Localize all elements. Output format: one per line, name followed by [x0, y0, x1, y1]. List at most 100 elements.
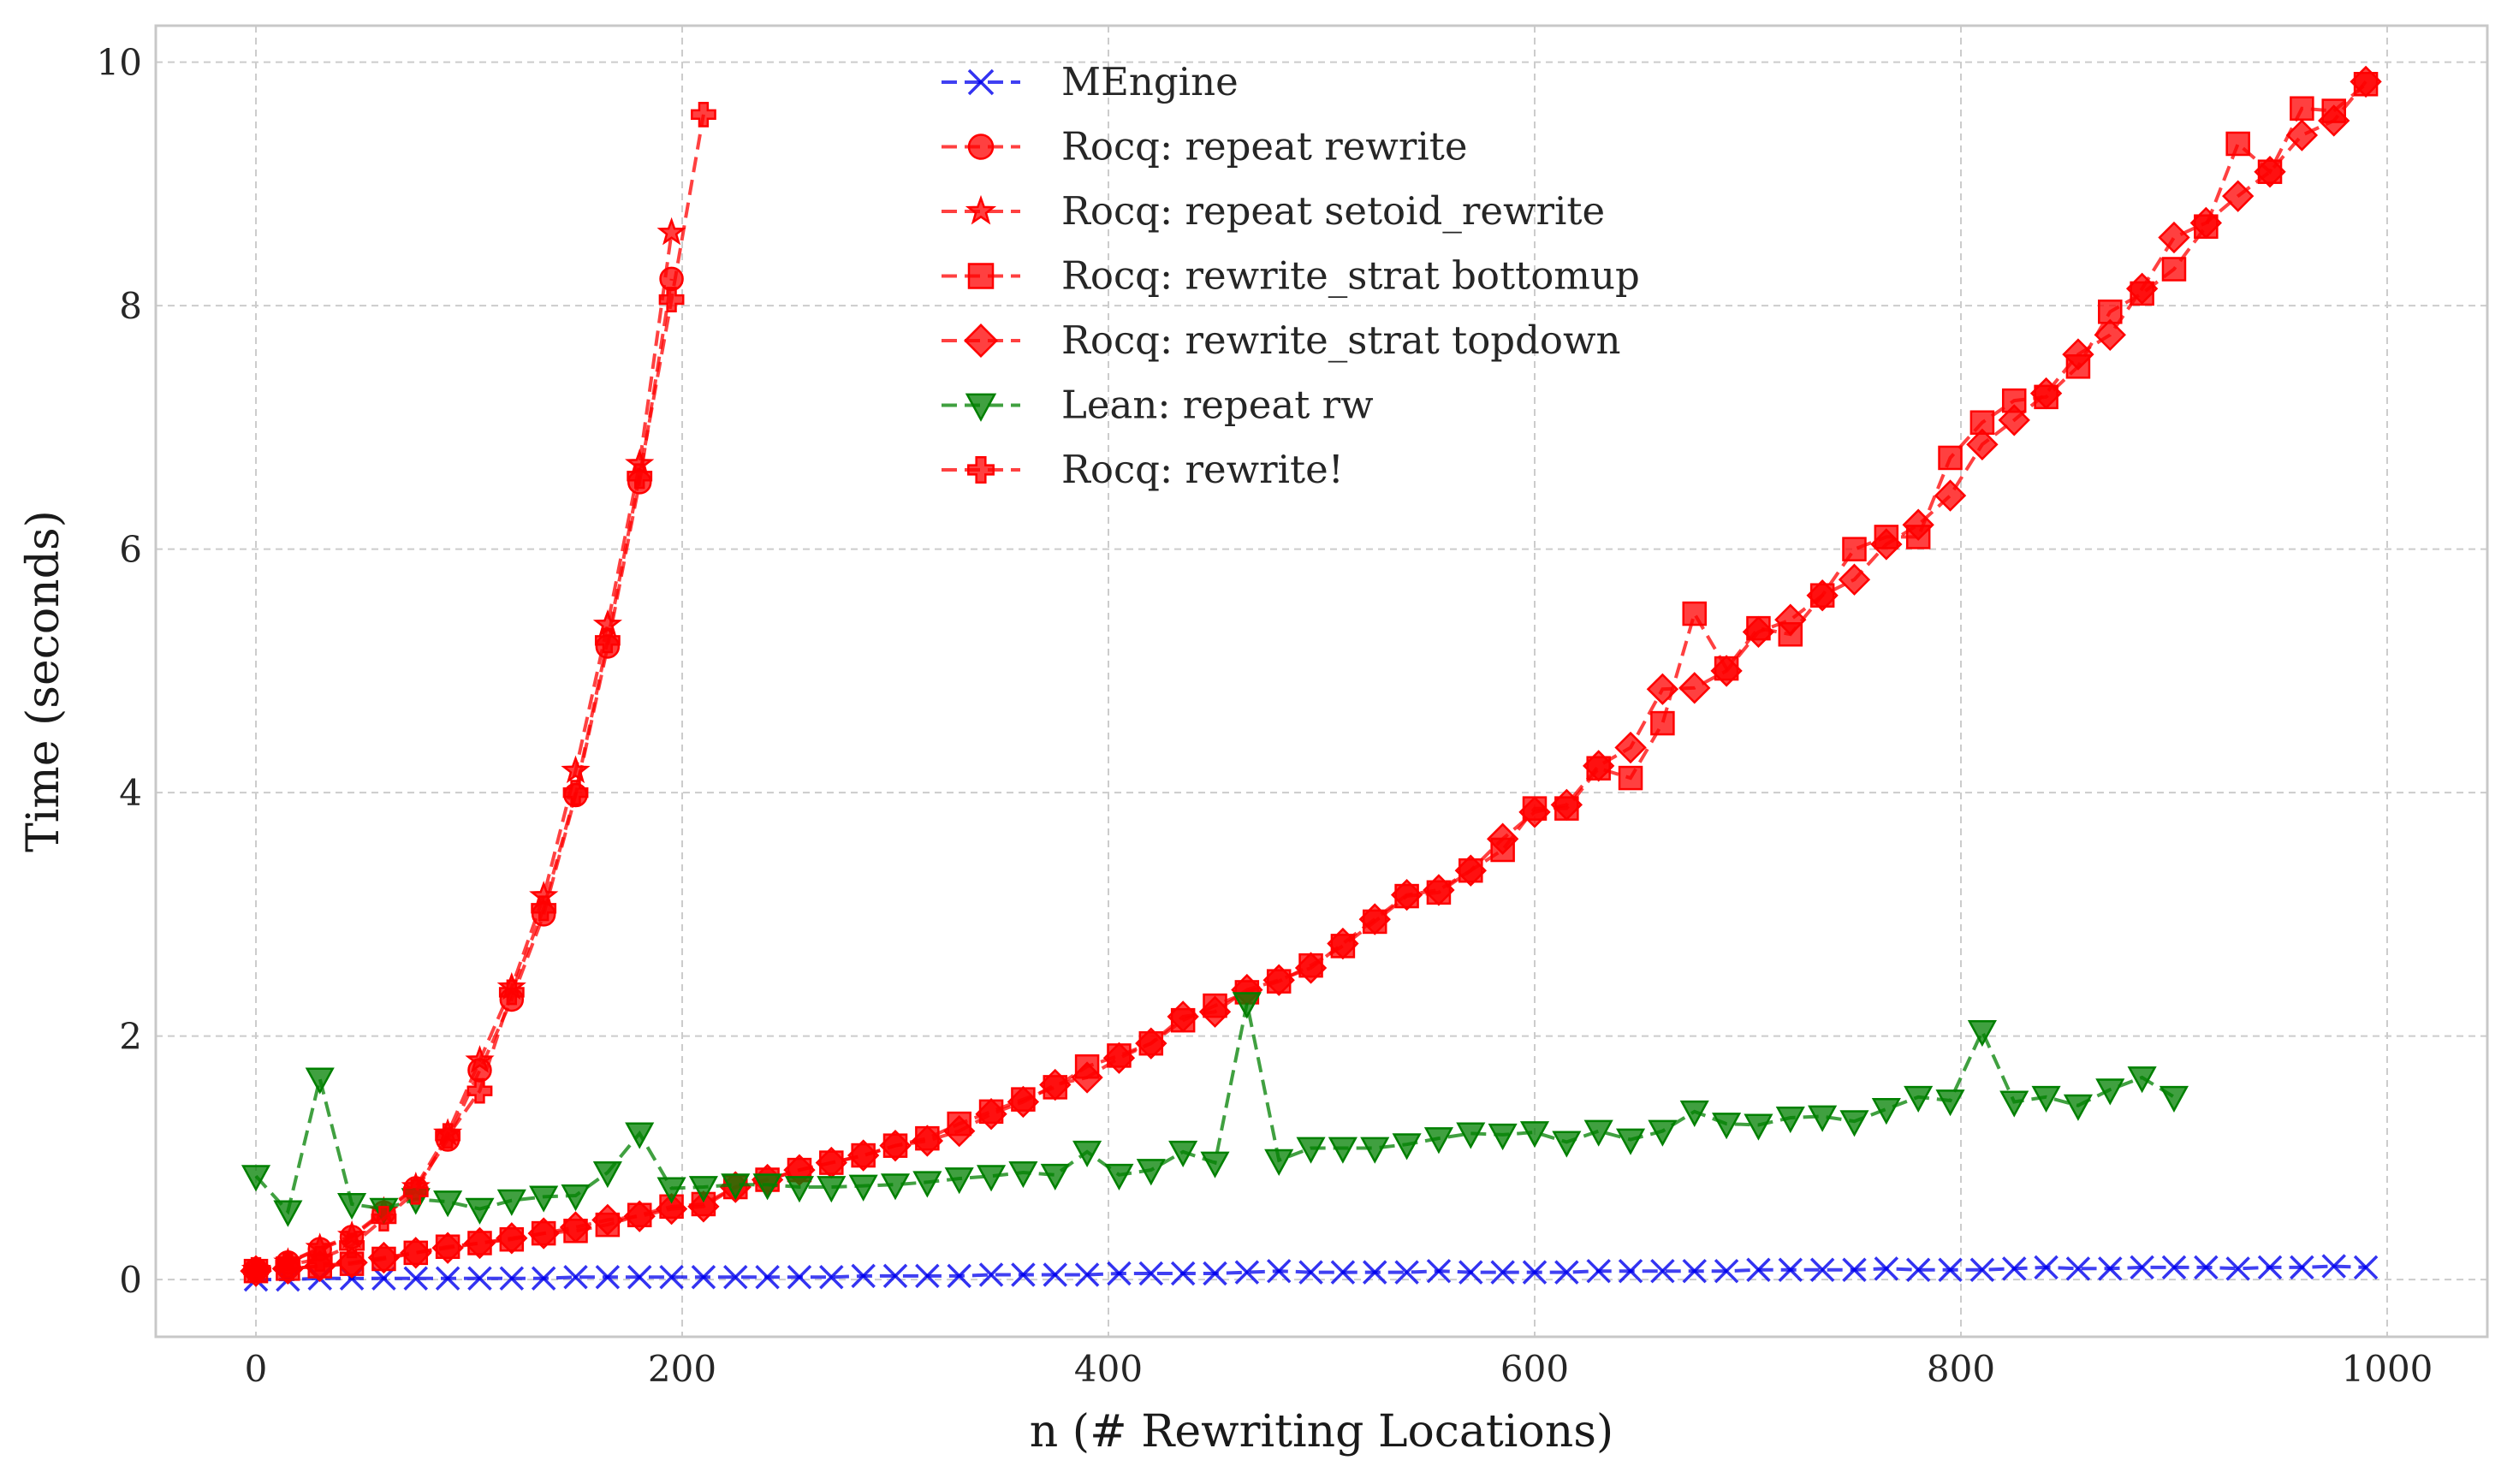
- data-point: [1744, 1113, 1773, 1141]
- data-point: [1107, 1261, 1132, 1286]
- data-point: [967, 263, 995, 289]
- data-point: [1327, 927, 1359, 960]
- y-tick-labels: 0 2 4 6 8 10: [97, 42, 142, 1301]
- data-point: [967, 68, 995, 96]
- data-point: [400, 1237, 432, 1269]
- series-0: [243, 1254, 2379, 1292]
- data-point: [2001, 1256, 2027, 1281]
- legend-item: Lean: repeat rw: [942, 383, 1374, 428]
- data-point: [1234, 1260, 1260, 1285]
- data-point: [819, 1265, 844, 1290]
- data-point: [1486, 822, 1519, 855]
- data-point: [976, 1165, 1007, 1192]
- data-point: [496, 1222, 528, 1255]
- data-point: [967, 134, 995, 160]
- data-point: [241, 1165, 271, 1192]
- data-point: [561, 755, 591, 784]
- data-point: [1074, 1262, 1100, 1287]
- data-point: [527, 1217, 560, 1250]
- data-point: [1203, 1261, 1227, 1286]
- data-point: [2254, 156, 2286, 188]
- data-point: [627, 463, 653, 490]
- data-point: [943, 1114, 976, 1148]
- data-point: [656, 217, 686, 246]
- data-point: [880, 1173, 911, 1201]
- data-point: [817, 1176, 847, 1203]
- data-point: [2194, 1255, 2219, 1280]
- grid: [156, 26, 2487, 1337]
- data-point: [591, 1203, 624, 1237]
- data-point: [2158, 221, 2190, 254]
- data-point: [2189, 206, 2222, 240]
- data-point: [1102, 1042, 1136, 1074]
- data-point: [592, 1161, 622, 1189]
- data-point: [1614, 731, 1647, 764]
- data-point: [1298, 1260, 1323, 1285]
- data-point: [1806, 579, 1839, 612]
- data-point: [755, 1265, 780, 1290]
- data-point: [1426, 1258, 1452, 1284]
- data-point: [1618, 1258, 1643, 1284]
- data-point: [273, 1200, 303, 1227]
- data-point: [1679, 1100, 1709, 1128]
- data-point: [964, 324, 998, 358]
- data-point: [1358, 903, 1391, 935]
- data-point: [847, 1139, 880, 1172]
- data-point: [1904, 1085, 1934, 1113]
- data-point: [659, 1265, 684, 1290]
- y-tick-label: 2: [119, 1016, 142, 1058]
- data-point: [2290, 1255, 2314, 1280]
- data-point: [1742, 615, 1775, 649]
- data-point: [1808, 1105, 1838, 1132]
- data-point: [655, 1192, 688, 1226]
- data-point: [848, 1174, 878, 1202]
- data-point: [787, 1265, 812, 1290]
- data-point: [1135, 1027, 1167, 1060]
- data-point: [1011, 1262, 1036, 1287]
- data-point: [1967, 1020, 1997, 1048]
- data-point: [1712, 1113, 1742, 1140]
- data-point: [1938, 1257, 1963, 1283]
- legend-label: Rocq: repeat setoid_rewrite: [1061, 188, 1605, 234]
- y-tick-label: 8: [119, 285, 142, 327]
- data-point: [1262, 964, 1295, 996]
- data-point: [1104, 1163, 1134, 1191]
- data-point: [2353, 1255, 2379, 1280]
- data-point: [1168, 1140, 1198, 1167]
- legend-item: Rocq: rewrite_strat topdown: [942, 318, 1621, 363]
- data-point: [1842, 1257, 1867, 1283]
- data-point: [2031, 1085, 2061, 1113]
- data-point: [498, 979, 525, 1006]
- data-point: [1040, 1163, 1070, 1191]
- data-point: [435, 1123, 461, 1149]
- x-tick-label: 0: [245, 1348, 268, 1390]
- data-point: [561, 1184, 591, 1212]
- data-point: [1874, 1256, 1899, 1281]
- data-point: [431, 1232, 464, 1264]
- x-axis-label: n (# Rewriting Locations): [1030, 1406, 1613, 1457]
- data-point: [531, 1266, 556, 1291]
- data-point: [1138, 1261, 1164, 1286]
- data-point: [912, 1171, 942, 1198]
- data-point: [1938, 445, 1963, 471]
- data-point: [1999, 1090, 2029, 1118]
- data-point: [1423, 1127, 1454, 1155]
- x-tick-labels: 0 200 400 600 800 1000: [245, 1348, 2433, 1390]
- data-point: [243, 1256, 269, 1283]
- data-point: [496, 1189, 526, 1216]
- data-point: [1682, 601, 1707, 626]
- data-point: [1072, 1140, 1102, 1167]
- data-point: [1232, 992, 1262, 1019]
- data-point: [2318, 104, 2350, 137]
- data-point: [1519, 1121, 1550, 1149]
- data-point: [275, 1252, 301, 1278]
- data-point: [2225, 131, 2250, 157]
- data-point: [1774, 603, 1807, 636]
- data-point: [1330, 1260, 1356, 1285]
- data-point: [2225, 1256, 2250, 1281]
- series-6: [243, 101, 716, 1283]
- data-point: [1266, 1258, 1292, 1284]
- data-point: [688, 1176, 718, 1203]
- data-point: [433, 1190, 463, 1218]
